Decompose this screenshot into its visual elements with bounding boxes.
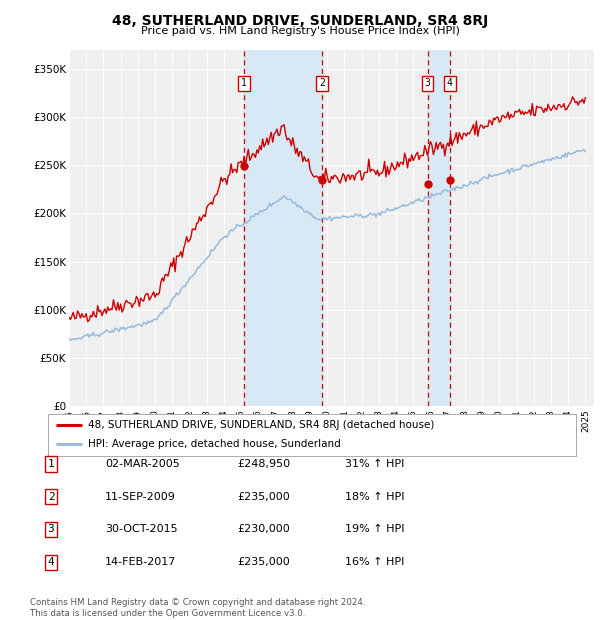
Text: 4: 4 — [47, 557, 55, 567]
Text: 3: 3 — [47, 525, 55, 534]
Text: Contains HM Land Registry data © Crown copyright and database right 2024.
This d: Contains HM Land Registry data © Crown c… — [30, 598, 365, 618]
Text: Price paid vs. HM Land Registry's House Price Index (HPI): Price paid vs. HM Land Registry's House … — [140, 26, 460, 36]
Text: 48, SUTHERLAND DRIVE, SUNDERLAND, SR4 8RJ (detached house): 48, SUTHERLAND DRIVE, SUNDERLAND, SR4 8R… — [88, 420, 434, 430]
Text: £230,000: £230,000 — [237, 525, 290, 534]
Text: 2: 2 — [47, 492, 55, 502]
Text: 02-MAR-2005: 02-MAR-2005 — [105, 459, 180, 469]
Text: 2: 2 — [319, 79, 325, 89]
Text: 1: 1 — [241, 79, 247, 89]
Text: HPI: Average price, detached house, Sunderland: HPI: Average price, detached house, Sund… — [88, 440, 340, 450]
Text: 19% ↑ HPI: 19% ↑ HPI — [345, 525, 404, 534]
Text: £235,000: £235,000 — [237, 492, 290, 502]
Text: 1: 1 — [47, 459, 55, 469]
Text: 3: 3 — [425, 79, 430, 89]
Text: 4: 4 — [447, 79, 452, 89]
Text: £248,950: £248,950 — [237, 459, 290, 469]
Text: £235,000: £235,000 — [237, 557, 290, 567]
Bar — [244, 50, 322, 406]
Bar — [428, 50, 450, 406]
Text: 16% ↑ HPI: 16% ↑ HPI — [345, 557, 404, 567]
Text: 11-SEP-2009: 11-SEP-2009 — [105, 492, 176, 502]
Text: 18% ↑ HPI: 18% ↑ HPI — [345, 492, 404, 502]
Text: 48, SUTHERLAND DRIVE, SUNDERLAND, SR4 8RJ: 48, SUTHERLAND DRIVE, SUNDERLAND, SR4 8R… — [112, 14, 488, 28]
Text: 30-OCT-2015: 30-OCT-2015 — [105, 525, 178, 534]
Text: 31% ↑ HPI: 31% ↑ HPI — [345, 459, 404, 469]
Text: 14-FEB-2017: 14-FEB-2017 — [105, 557, 176, 567]
